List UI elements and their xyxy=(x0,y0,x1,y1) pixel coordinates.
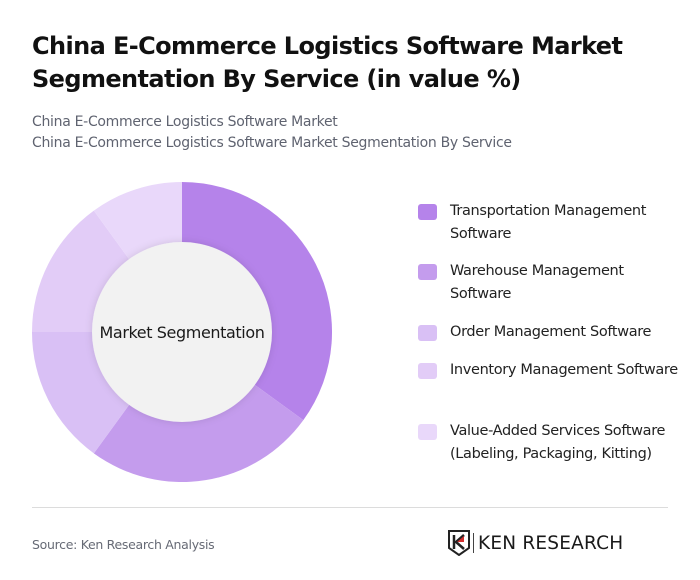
legend-swatch xyxy=(418,424,437,440)
legend-label: Value-Added Services Software (Labeling,… xyxy=(450,423,666,462)
donut-chart-svg xyxy=(32,182,332,482)
logo-divider xyxy=(473,533,474,553)
legend-item-order[interactable]: Order Management Software xyxy=(418,321,680,344)
ken-research-logo: KEN RESEARCH xyxy=(448,530,623,556)
legend-label: Transportation Management Software xyxy=(450,203,647,242)
footer-divider xyxy=(32,507,668,508)
source-note: Source: Ken Research Analysis xyxy=(32,537,215,552)
legend-item-inventory[interactable]: Inventory Management Software xyxy=(418,359,680,382)
legend-swatch xyxy=(418,264,437,280)
legend-swatch xyxy=(418,204,437,220)
donut-chart: Market Segmentation xyxy=(32,182,332,482)
chart-subtitle: China E-Commerce Logistics Software Mark… xyxy=(32,112,512,154)
subtitle-line-2: China E-Commerce Logistics Software Mark… xyxy=(32,135,512,151)
ken-research-shield-icon xyxy=(448,530,470,556)
logo-text: KEN RESEARCH xyxy=(478,532,624,554)
legend-item-transportation[interactable]: Transportation Management Software xyxy=(418,200,680,245)
legend-label: Warehouse Management Software xyxy=(450,263,624,302)
legend-label: Order Management Software xyxy=(450,324,652,340)
donut-hole xyxy=(92,242,272,422)
chart-title: China E-Commerce Logistics Software Mark… xyxy=(32,32,623,93)
legend-swatch xyxy=(418,325,437,341)
legend-swatch xyxy=(418,363,437,379)
legend-item-warehouse[interactable]: Warehouse Management Software xyxy=(418,260,680,305)
legend-item-value-added[interactable]: Value-Added Services Software (Labeling,… xyxy=(418,420,680,465)
subtitle-line-1: China E-Commerce Logistics Software Mark… xyxy=(32,114,338,130)
legend-label: Inventory Management Software xyxy=(450,362,678,378)
